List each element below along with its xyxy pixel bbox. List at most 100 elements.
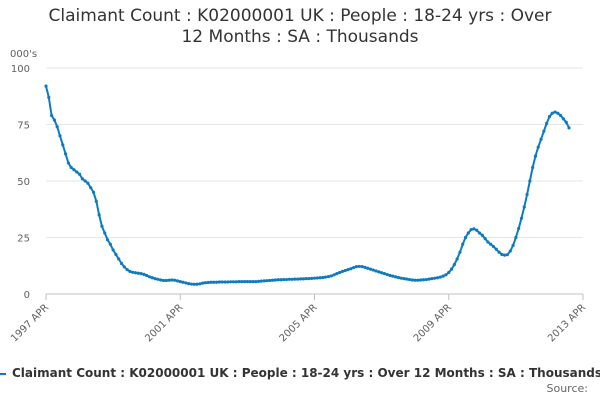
data-point (265, 279, 269, 283)
data-point (483, 237, 487, 241)
data-point (170, 278, 174, 282)
data-point (136, 271, 140, 275)
data-point (192, 282, 196, 286)
data-point (254, 279, 258, 284)
data-point (539, 137, 543, 141)
data-point (237, 279, 241, 284)
data-point (91, 190, 96, 194)
grid-lines (46, 67, 583, 238)
data-point (366, 266, 370, 270)
data-point (58, 134, 62, 138)
data-point (343, 268, 347, 273)
data-point (248, 279, 252, 284)
data-point (371, 268, 375, 272)
data-point (256, 279, 261, 283)
data-point (360, 265, 364, 269)
data-point (550, 111, 554, 115)
data-point (203, 281, 208, 285)
series-line (45, 85, 570, 286)
data-point (536, 145, 540, 149)
data-point (287, 277, 291, 281)
data-point (349, 267, 353, 271)
data-point (223, 280, 227, 284)
data-point (511, 243, 515, 248)
data-point (240, 279, 244, 284)
data-point (217, 280, 222, 284)
data-point (421, 278, 426, 282)
data-point (80, 177, 84, 181)
data-point (315, 276, 319, 280)
data-point (301, 277, 305, 281)
axes (45, 293, 584, 300)
data-point (304, 277, 308, 281)
data-point (49, 113, 54, 118)
y-tick-label: 100 (11, 64, 30, 75)
data-point (374, 269, 378, 273)
data-point (245, 279, 249, 284)
data-point (335, 272, 339, 276)
data-point (108, 242, 112, 246)
data-point (228, 280, 233, 284)
data-point (340, 269, 345, 273)
data-point (427, 277, 431, 281)
data-point (164, 278, 168, 283)
legend[interactable]: Claimant Count : K02000001 UK : People :… (0, 366, 600, 382)
data-point (159, 278, 163, 282)
data-point (66, 161, 70, 165)
data-point (444, 273, 448, 277)
data-point (352, 265, 356, 270)
data-point (114, 252, 118, 257)
data-point (424, 277, 428, 282)
data-point (195, 282, 199, 286)
data-point (209, 280, 213, 284)
data-point (161, 278, 166, 283)
y-tick-label: 75 (17, 121, 30, 132)
data-point (324, 275, 328, 279)
data-point (466, 231, 470, 235)
data-point (231, 280, 235, 284)
data-point (47, 95, 51, 99)
data-point (189, 282, 194, 286)
data-point (220, 280, 224, 284)
data-point (63, 152, 68, 156)
data-point (100, 224, 104, 228)
x-tick-label: 2009 APR (412, 302, 454, 344)
data-point (61, 143, 65, 147)
data-point (150, 276, 154, 280)
data-point (553, 110, 557, 114)
data-point (268, 278, 272, 283)
data-point (44, 84, 48, 88)
data-point (380, 271, 384, 275)
data-point (215, 280, 219, 284)
chart-title-line-2: 12 Months : SA : Thousands (181, 27, 419, 47)
data-point (497, 250, 501, 254)
data-point (447, 270, 451, 275)
data-point (201, 281, 205, 285)
data-point (402, 277, 406, 281)
data-point (519, 216, 524, 220)
data-point (284, 277, 289, 282)
data-point (97, 213, 101, 217)
data-point (55, 125, 59, 129)
data-point (388, 273, 392, 278)
data-point (52, 118, 56, 122)
data-point (147, 275, 152, 279)
data-point (259, 279, 263, 283)
data-point (522, 205, 526, 209)
data-point (242, 279, 247, 284)
data-point (338, 270, 342, 275)
y-tick-label: 50 (17, 177, 30, 188)
data-point (477, 231, 482, 235)
data-point (458, 250, 462, 254)
data-point (128, 269, 132, 273)
data-point (111, 248, 115, 252)
data-point (75, 170, 79, 174)
data-point (382, 272, 387, 276)
data-point (72, 168, 76, 172)
data-point (86, 181, 90, 185)
data-point (564, 120, 568, 124)
data-point (533, 154, 538, 158)
data-point (279, 278, 283, 282)
data-point (273, 278, 277, 282)
